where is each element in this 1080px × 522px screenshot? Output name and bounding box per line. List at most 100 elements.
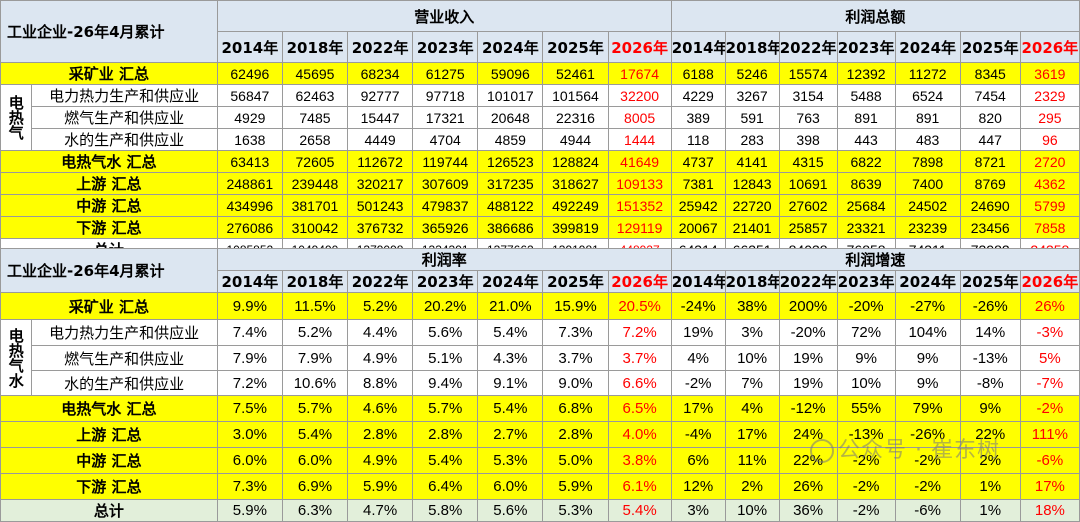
year-header: 2024年: [894, 31, 961, 63]
value-cell: -2%: [894, 447, 961, 474]
value-cell: 4.9%: [347, 447, 414, 474]
value-cell: -13%: [959, 345, 1021, 371]
value-cell: 62496: [216, 62, 283, 85]
value-cell: 7454: [959, 84, 1021, 107]
profit-group-header: 利润总额: [670, 0, 1080, 32]
value-cell: 6.3%: [281, 499, 349, 522]
value-cell: 12392: [836, 62, 896, 85]
value-cell: 2.8%: [542, 421, 609, 448]
value-cell: -2%: [836, 499, 896, 522]
value-cell: 32200: [607, 84, 672, 107]
value-cell: 310042: [281, 216, 349, 239]
value-cell: 4.7%: [347, 499, 414, 522]
value-cell: 820: [959, 106, 1021, 129]
year-header: 2022年: [347, 270, 414, 293]
value-cell: -6%: [894, 499, 961, 522]
value-cell: 19%: [778, 345, 838, 371]
value-cell: 22316: [542, 106, 609, 129]
value-cell: 7485: [281, 106, 349, 129]
value-cell: 6.6%: [607, 370, 672, 396]
row-label: 燃气生产和供应业: [30, 106, 218, 129]
value-cell: 3%: [724, 319, 780, 346]
value-cell: 8345: [959, 62, 1021, 85]
value-cell: 248861: [216, 172, 283, 195]
value-cell: 11272: [894, 62, 961, 85]
table-row: 水的生产和供应业 1638 2658 4449 4704 4859 4944 1444 118 2…: [1, 128, 1080, 151]
value-cell: -4%: [670, 421, 726, 448]
row-label: 中游 汇总: [0, 194, 218, 217]
value-cell: 104%: [894, 319, 961, 346]
year-header: 2014年: [670, 31, 726, 63]
value-cell: 11.5%: [281, 292, 349, 320]
value-cell: 6188: [670, 62, 726, 85]
side-category-text: 电热气: [6, 95, 25, 140]
value-cell: 4141: [724, 150, 780, 173]
value-cell: 4859: [477, 128, 544, 151]
value-cell: 1444: [607, 128, 672, 151]
row-label: 采矿业 汇总: [0, 62, 218, 85]
value-cell: 295: [1019, 106, 1080, 129]
value-cell: 5.4%: [607, 499, 672, 522]
value-cell: 19%: [670, 319, 726, 346]
value-cell: 4315: [778, 150, 838, 173]
table-row: 总计 5.9% 6.3% 4.7% 5.8% 5.6% 5.3% 5.4% 3% 10% 36% -2…: [0, 499, 1080, 522]
value-cell: 6.0%: [216, 447, 283, 474]
year-header: 2018年: [724, 270, 780, 293]
value-cell: 3.7%: [542, 345, 609, 371]
value-cell: 4929: [216, 106, 283, 129]
value-cell: -3%: [1019, 319, 1080, 346]
value-cell: -2%: [670, 370, 726, 396]
value-cell: 101564: [542, 84, 609, 107]
value-cell: 14%: [959, 319, 1021, 346]
table1-title: 工业企业-26年4月累计: [0, 0, 218, 63]
wechat-icon: [810, 439, 834, 463]
value-cell: -7%: [1019, 370, 1080, 396]
table-row: 采矿业 汇总 62496 45695 68234 61275 59096 52461 1767…: [0, 62, 1080, 85]
value-cell: 488122: [477, 194, 544, 217]
value-cell: 25942: [670, 194, 726, 217]
value-cell: 5.6%: [412, 319, 479, 346]
value-cell: 9%: [894, 370, 961, 396]
value-cell: -6%: [1019, 447, 1080, 474]
value-cell: -27%: [894, 292, 961, 320]
year-header: 2023年: [412, 270, 479, 293]
value-cell: 6.0%: [281, 447, 349, 474]
value-cell: 5%: [1019, 345, 1080, 371]
value-cell: 17321: [412, 106, 479, 129]
value-cell: 2658: [281, 128, 349, 151]
year-header: 2014年: [216, 31, 283, 63]
value-cell: 399819: [542, 216, 609, 239]
value-cell: 5.7%: [412, 395, 479, 422]
value-cell: 320217: [347, 172, 414, 195]
value-cell: 386686: [477, 216, 544, 239]
value-cell: 5.3%: [477, 447, 544, 474]
value-cell: 3%: [670, 499, 726, 522]
value-cell: 4449: [347, 128, 414, 151]
row-label: 上游 汇总: [0, 172, 218, 195]
value-cell: 7858: [1019, 216, 1080, 239]
value-cell: 18%: [1019, 499, 1080, 522]
table-row: 水的生产和供应业 7.2% 10.6% 8.8% 9.4% 9.1% 9.0% 6.6% -2%…: [1, 370, 1080, 396]
row-label: 电热气水 汇总: [0, 395, 218, 422]
value-cell: 19%: [778, 370, 838, 396]
value-cell: 8005: [607, 106, 672, 129]
row-label: 电力热力生产和供应业: [30, 84, 218, 107]
value-cell: 20.2%: [412, 292, 479, 320]
value-cell: 23321: [836, 216, 896, 239]
watermark-text: 公众号 · 崔东树: [838, 438, 1000, 463]
row-label: 上游 汇总: [0, 421, 218, 448]
value-cell: 239448: [281, 172, 349, 195]
value-cell: 15447: [347, 106, 414, 129]
value-cell: 26%: [778, 473, 838, 500]
year-header: 2024年: [477, 31, 544, 63]
value-cell: 20067: [670, 216, 726, 239]
value-cell: 96: [1019, 128, 1080, 151]
value-cell: 4.4%: [347, 319, 414, 346]
value-cell: 3619: [1019, 62, 1080, 85]
value-cell: 2.8%: [347, 421, 414, 448]
value-cell: 3154: [778, 84, 838, 107]
side-category-label: 电热气: [0, 84, 32, 151]
value-cell: 9%: [894, 345, 961, 371]
value-cell: 38%: [724, 292, 780, 320]
row-label: 电热气水 汇总: [0, 150, 218, 173]
